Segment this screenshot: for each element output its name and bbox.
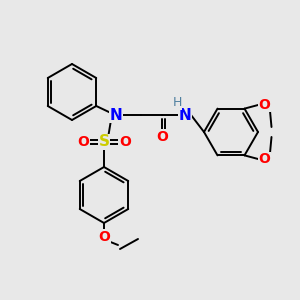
Text: O: O (259, 152, 270, 167)
Text: N: N (178, 107, 191, 122)
Text: O: O (119, 135, 131, 149)
Text: S: S (98, 134, 110, 149)
Text: H: H (172, 97, 182, 110)
Text: O: O (77, 135, 89, 149)
Text: N: N (110, 107, 122, 122)
Text: O: O (156, 130, 168, 144)
Text: O: O (259, 98, 270, 112)
Text: O: O (98, 230, 110, 244)
